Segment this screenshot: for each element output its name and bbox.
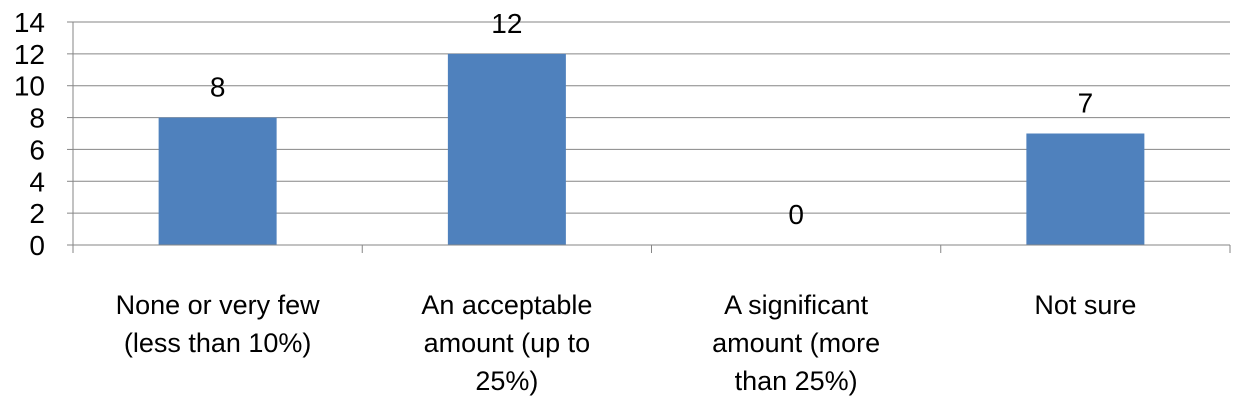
category-label-line: 25%) xyxy=(475,366,538,396)
category-label-line: An acceptable xyxy=(421,290,592,320)
bars xyxy=(158,53,1145,245)
data-label: 7 xyxy=(1078,88,1094,119)
bar xyxy=(1026,133,1145,245)
y-tick-label: 2 xyxy=(29,198,45,229)
bar xyxy=(447,53,566,245)
y-tick-label: 8 xyxy=(29,103,45,134)
category-label: Not sure xyxy=(1034,290,1136,320)
y-tick-label: 4 xyxy=(29,166,45,197)
axes xyxy=(67,21,1231,253)
category-label-line: None or very few xyxy=(116,290,321,320)
category-label-line: amount (more xyxy=(712,328,880,358)
y-tick-label: 0 xyxy=(29,230,45,261)
category-label: A significant amount (more than 25%) xyxy=(712,290,880,396)
data-label: 8 xyxy=(210,72,226,103)
category-label-line: Not sure xyxy=(1034,290,1136,320)
y-tick-label: 14 xyxy=(14,7,45,38)
category-label-line: A significant xyxy=(724,290,869,320)
category-label-line: than 25%) xyxy=(735,366,858,396)
category-label-line: amount (up to xyxy=(424,328,591,358)
y-tick-label: 10 xyxy=(14,71,45,102)
y-tick-label: 6 xyxy=(29,134,45,165)
category-label: An acceptable amount (up to 25%) xyxy=(421,290,592,396)
category-label-line: (less than 10%) xyxy=(124,328,312,358)
data-label: 12 xyxy=(491,8,522,39)
bar xyxy=(158,117,277,245)
data-label: 0 xyxy=(788,199,804,230)
category-label: None or very few (less than 10%) xyxy=(116,290,321,358)
y-tick-label: 12 xyxy=(14,39,45,70)
